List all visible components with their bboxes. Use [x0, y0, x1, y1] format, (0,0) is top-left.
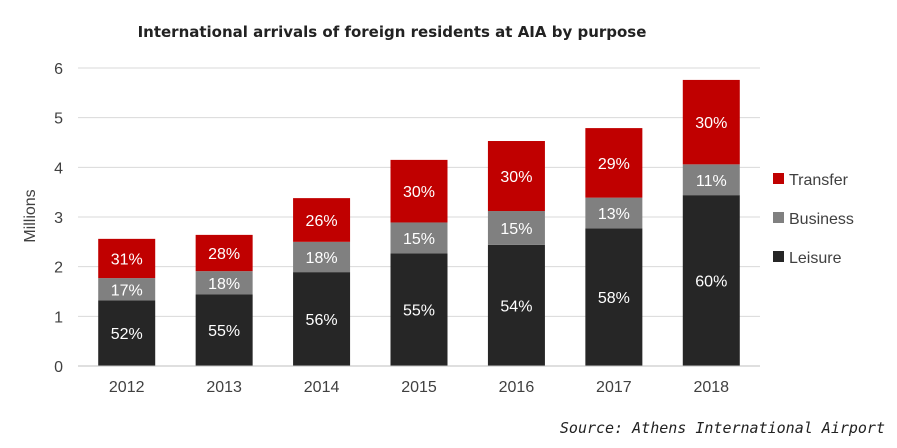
- data-label-transfer-2016: 30%: [500, 169, 532, 186]
- legend-label-business: Business: [789, 211, 854, 228]
- bar-segment-business-2012: [98, 278, 156, 301]
- y-tick-label: 0: [54, 359, 63, 376]
- y-tick-label: 6: [54, 61, 63, 78]
- bar-segment-transfer-2013: [195, 234, 253, 272]
- data-label-leisure-2015: 55%: [403, 303, 435, 320]
- y-tick-label: 4: [54, 160, 63, 177]
- bar-segment-transfer-2012: [98, 238, 156, 279]
- bar-segment-leisure-2012: [98, 300, 156, 366]
- bar-segment-leisure-2018: [682, 195, 740, 366]
- legend-label-leisure: Leisure: [789, 250, 842, 267]
- data-label-leisure-2014: 56%: [306, 312, 338, 329]
- bar-segment-business-2017: [585, 197, 643, 229]
- data-label-transfer-2013: 28%: [208, 246, 240, 263]
- bar-segment-business-2013: [195, 271, 253, 295]
- axes: 0 1 2 3 4 5 6 2012 2013 2014 2015 2016 2017 2018: [54, 61, 760, 396]
- bar-segment-business-2014: [293, 241, 351, 273]
- bar-segment-transfer-2016: [487, 141, 545, 212]
- data-label-business-2014: 18%: [306, 250, 338, 267]
- bar-segment-transfer-2014: [293, 198, 351, 242]
- y-tick-label: 5: [54, 111, 63, 128]
- data-label-business-2016: 15%: [500, 221, 532, 238]
- bar-segment-transfer-2017: [585, 128, 643, 198]
- data-label-transfer-2017: 29%: [598, 156, 630, 173]
- data-label-business-2012: 17%: [111, 282, 143, 299]
- bar-segment-leisure-2016: [487, 244, 545, 366]
- x-tick-label: 2017: [596, 379, 632, 396]
- data-label-business-2018: 11%: [696, 173, 727, 190]
- legend-label-transfer: Transfer: [789, 172, 849, 189]
- legend-swatch-leisure: [773, 251, 784, 262]
- bar-segment-business-2016: [487, 211, 545, 245]
- bar-segment-transfer-2018: [682, 79, 740, 165]
- data-label-business-2013: 18%: [208, 276, 240, 293]
- x-tick-label: 2013: [206, 379, 242, 396]
- x-tick-label: 2014: [304, 379, 340, 396]
- bar-segment-transfer-2015: [390, 159, 448, 223]
- data-label-leisure-2018: 60%: [695, 274, 727, 291]
- chart-title: International arrivals of foreign reside…: [138, 23, 647, 41]
- y-axis-label: Millions: [22, 189, 39, 242]
- data-label-transfer-2012: 31%: [111, 251, 143, 268]
- bar-segment-leisure-2014: [293, 272, 351, 366]
- data-label-leisure-2013: 55%: [208, 323, 240, 340]
- data-label-transfer-2014: 26%: [306, 213, 338, 230]
- bar-segment-leisure-2017: [585, 228, 643, 366]
- data-label-leisure-2017: 58%: [598, 290, 630, 307]
- x-tick-label: 2012: [109, 379, 145, 396]
- bar-segment-leisure-2015: [390, 253, 448, 366]
- x-tick-label: 2016: [499, 379, 535, 396]
- y-tick-label: 2: [54, 260, 63, 277]
- bar-segment-leisure-2013: [195, 294, 253, 366]
- bars: 52% 17% 31% 55% 18% 28% 56% 18% 26% 55% 15% 30% 54% 1…: [98, 79, 740, 366]
- x-tick-label: 2015: [401, 379, 437, 396]
- bar-segment-business-2018: [682, 164, 740, 196]
- bar-segment-business-2015: [390, 222, 448, 254]
- legend: Transfer Business Leisure: [773, 172, 854, 267]
- y-tick-label: 1: [54, 309, 63, 326]
- data-label-business-2015: 15%: [403, 231, 435, 248]
- data-label-transfer-2018: 30%: [695, 115, 727, 132]
- source-note: Source: Athens International Airport: [560, 419, 885, 437]
- data-label-leisure-2016: 54%: [500, 298, 532, 315]
- data-label-leisure-2012: 52%: [111, 326, 143, 343]
- data-label-business-2017: 13%: [598, 206, 630, 223]
- data-label-transfer-2015: 30%: [403, 184, 435, 201]
- legend-swatch-business: [773, 212, 784, 223]
- y-tick-label: 3: [54, 210, 63, 227]
- legend-swatch-transfer: [773, 173, 784, 184]
- x-tick-label: 2018: [693, 379, 729, 396]
